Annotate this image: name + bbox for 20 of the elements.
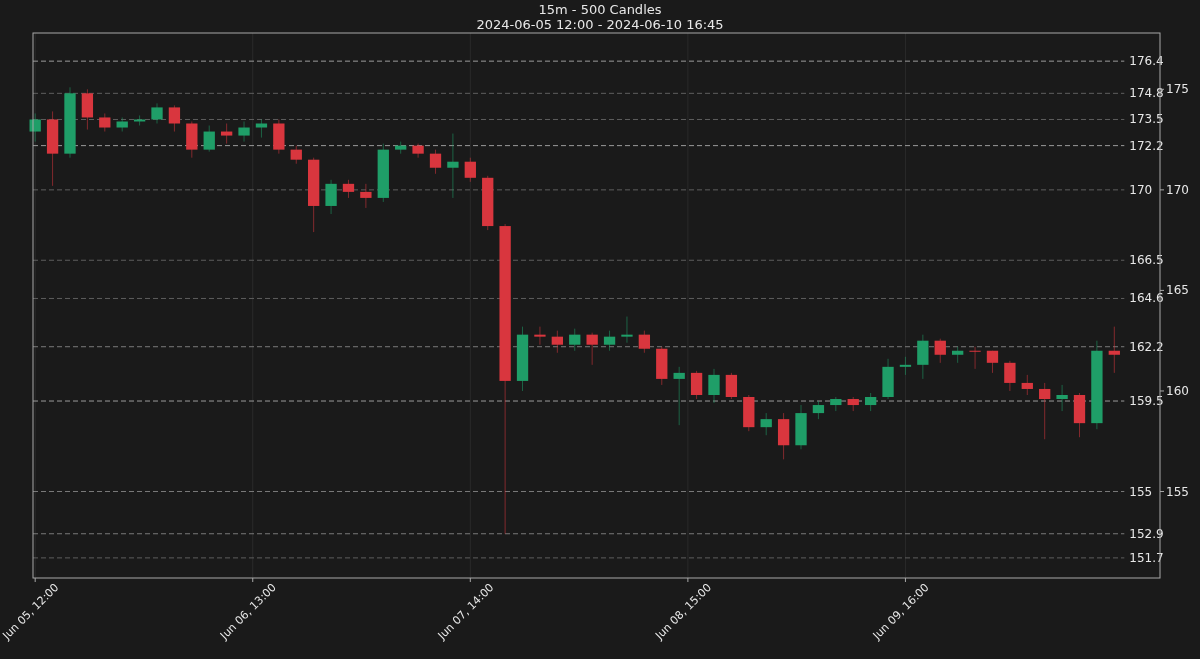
y-tick-label: 165: [1166, 283, 1189, 298]
ref-line-label: 173.5: [1129, 112, 1164, 127]
candlestick: [133, 114, 146, 127]
ref-line-label: 172.2: [1129, 138, 1164, 153]
ref-line-label: 152.9: [1129, 526, 1164, 541]
ref-line-label: 166.5: [1129, 253, 1164, 268]
ref-line-label: 162.2: [1129, 339, 1164, 354]
ref-line-label: 170: [1129, 182, 1153, 197]
chart-subtitle: 2024-06-05 12:00 - 2024-06-10 16:45: [476, 17, 724, 32]
ref-line-label: 151.7: [1129, 550, 1164, 565]
y-tick-label: 175: [1166, 82, 1189, 97]
ref-line-label: 155: [1129, 484, 1153, 499]
ref-line-label: 164.6: [1129, 291, 1164, 306]
ref-line-label: 159.5: [1129, 394, 1164, 409]
chart-title: 15m - 500 Candles: [538, 2, 662, 17]
ref-line-label: 174.8: [1129, 86, 1164, 101]
y-tick-label: 160: [1166, 383, 1189, 398]
ref-line-label: 176.4: [1129, 54, 1164, 69]
y-tick-label: 170: [1166, 182, 1189, 197]
y-tick-label: 155: [1166, 484, 1189, 499]
